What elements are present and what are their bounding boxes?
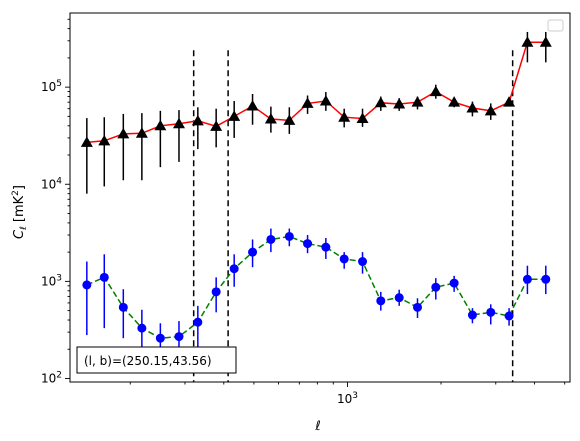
series-1-marker	[411, 96, 424, 107]
series-2-marker	[522, 274, 532, 284]
series-1-marker	[393, 98, 406, 109]
series-1-marker	[228, 110, 241, 121]
series-1-marker	[429, 85, 442, 97]
y-tick-label: 104	[41, 176, 62, 191]
series-1-marker	[484, 104, 497, 116]
series-2-marker	[394, 293, 404, 303]
series-2-marker	[431, 282, 441, 292]
series-2-line	[86, 235, 546, 339]
series-2-marker	[376, 296, 386, 306]
series-1-marker	[466, 101, 479, 113]
series-1-marker	[283, 114, 296, 125]
series-1-marker	[521, 36, 534, 47]
series-1-marker	[264, 112, 277, 124]
y-tick-label: 102	[41, 370, 62, 385]
series-1-marker	[210, 120, 223, 131]
series-1-marker	[301, 97, 314, 108]
series-2-marker	[211, 287, 221, 297]
series-2-marker	[303, 239, 313, 249]
series-2-marker	[137, 323, 147, 333]
series-1-marker	[246, 99, 259, 111]
series-1-marker	[98, 134, 111, 146]
legend-box	[547, 19, 564, 32]
series-1-marker	[356, 112, 369, 124]
series-2-marker	[541, 274, 551, 284]
series-1-marker	[539, 36, 552, 47]
series-2-marker	[504, 311, 514, 321]
x-tick-label: 103	[337, 391, 358, 406]
series-2-marker	[266, 234, 276, 244]
series-2-marker	[174, 332, 184, 342]
series-1-marker	[135, 127, 148, 138]
series-2-marker	[284, 231, 294, 241]
y-axis-label: Cℓ [mK2]	[11, 185, 29, 239]
series-1-marker	[448, 96, 461, 107]
series-1-marker	[117, 127, 130, 139]
annotation-text: (l, b)=(250.15,43.56)	[84, 354, 212, 368]
series-2-marker	[358, 257, 368, 267]
series-2-marker	[229, 264, 239, 274]
series-2-marker	[118, 302, 128, 312]
series-1-marker	[154, 119, 167, 131]
series-2-marker	[412, 302, 422, 312]
series-1-marker	[503, 96, 516, 107]
series-1-marker	[374, 96, 387, 108]
series-2-marker	[193, 317, 203, 327]
plot-frame	[69, 12, 571, 383]
y-tick-label: 105	[41, 79, 62, 94]
series-1-marker	[80, 136, 93, 147]
series-2-marker	[248, 247, 258, 257]
series-1-marker	[338, 111, 351, 122]
series-1-marker	[191, 114, 204, 126]
series-2-marker	[155, 333, 165, 343]
y-tick-label: 103	[41, 273, 62, 288]
series-1-marker	[319, 94, 332, 106]
series-2-marker	[99, 272, 109, 282]
annotation-box	[76, 346, 237, 374]
series-2-marker	[321, 242, 331, 252]
series-2-marker	[339, 254, 349, 264]
axes: 102 103 104 105 103	[41, 12, 571, 406]
series-2-marker	[467, 310, 477, 320]
series-2-marker	[82, 280, 92, 290]
series-2-marker	[486, 307, 496, 317]
series-2-marker	[449, 278, 459, 288]
x-axis-label: ℓ	[314, 419, 320, 434]
series-1-marker	[172, 117, 185, 129]
series-1	[80, 31, 552, 194]
